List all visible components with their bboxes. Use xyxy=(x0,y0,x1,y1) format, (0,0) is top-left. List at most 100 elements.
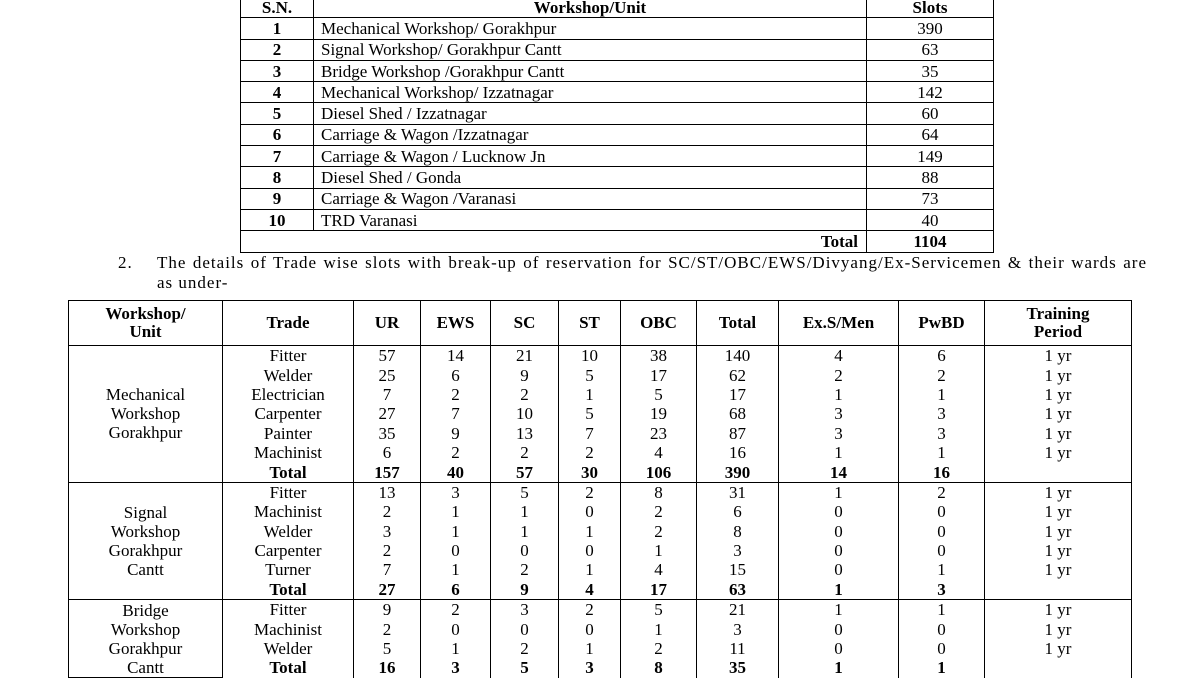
total-cell: Total xyxy=(222,658,354,678)
slots-cell: 40 xyxy=(866,208,994,232)
cell: 35 xyxy=(353,423,421,443)
cell: 13 xyxy=(353,481,421,503)
total-row: Total 1104 xyxy=(240,230,994,253)
cell: 62 xyxy=(696,365,779,385)
cell: Machinist xyxy=(222,442,354,463)
cell: 5 xyxy=(620,599,697,620)
cell: 8 xyxy=(696,521,779,541)
cell: 6 xyxy=(353,442,421,463)
row: Carpenter 2 0 0 0 1 3 0 0 1 yr xyxy=(69,540,1132,561)
sn-cell: 1 xyxy=(240,17,314,40)
cell: 0 xyxy=(558,502,621,522)
cell: Machinist xyxy=(222,502,354,522)
cell: 9 xyxy=(420,423,491,443)
cell: Carpenter xyxy=(222,540,354,561)
header-line: SC xyxy=(513,313,536,332)
name-cell: Diesel Shed / Gonda xyxy=(313,166,867,189)
cell: 1 xyxy=(420,502,491,522)
cell: 4 xyxy=(778,345,899,366)
cell: 1 yr xyxy=(984,404,1132,424)
slots-cell: 64 xyxy=(866,123,994,147)
row: Turner 7 1 2 1 4 15 0 1 1 yr xyxy=(69,560,1132,580)
cell: 1 yr xyxy=(984,345,1132,366)
cell: 5 xyxy=(558,365,621,385)
name-cell: Carriage & Wagon /Varanasi xyxy=(313,187,867,210)
total-cell: 16 xyxy=(898,462,985,483)
cell: 15 xyxy=(696,560,779,580)
cell: 1 xyxy=(420,560,491,580)
cell: 1 xyxy=(778,384,899,405)
cell: 0 xyxy=(778,540,899,561)
header-line: Ex.S/Men xyxy=(802,313,875,332)
cell: 9 xyxy=(353,599,421,620)
unit-line: Mechanical xyxy=(105,385,186,405)
sn-cell: 4 xyxy=(240,81,314,104)
row: Machinist 2 1 1 0 2 6 0 0 1 yr xyxy=(69,502,1132,522)
cell: 0 xyxy=(490,619,559,639)
cell: 3 xyxy=(490,599,559,620)
cell: Fitter xyxy=(222,345,354,366)
row: Welder 3 1 1 1 2 8 0 0 1 yr xyxy=(69,521,1132,541)
unit-line: Signal xyxy=(123,502,168,522)
cell: 1 yr xyxy=(984,540,1132,561)
cell: 25 xyxy=(353,365,421,385)
header-cell: Slots xyxy=(866,0,994,19)
row: 2 Signal Workshop/ Gorakhpur Cantt 63 xyxy=(240,38,994,61)
cell: 6 xyxy=(420,365,491,385)
cell: 1 xyxy=(778,481,899,503)
total-cell: 40 xyxy=(420,462,491,483)
cell: 5 xyxy=(620,384,697,405)
row: 10 TRD Varanasi 40 xyxy=(240,208,994,232)
cell: 1 xyxy=(420,521,491,541)
cell: 0 xyxy=(558,619,621,639)
header-line: Unit xyxy=(129,322,162,341)
cell: 1 xyxy=(620,619,697,639)
cell: 8 xyxy=(620,481,697,503)
name-cell: Carriage & Wagon / Lucknow Jn xyxy=(313,145,867,168)
header-cell: Ex.S/Men xyxy=(778,300,899,346)
header-cell: OBC xyxy=(620,300,697,346)
header-line: Training xyxy=(1026,304,1090,323)
unit-line: Gorakhpur xyxy=(108,638,183,658)
cell: Fitter xyxy=(222,599,354,620)
cell: 16 xyxy=(696,442,779,463)
row: 3 Bridge Workshop /Gorakhpur Cantt 35 xyxy=(240,59,994,83)
row: Mechanical Workshop Gorakhpur Fitter 57 14 21 1… xyxy=(68,345,1132,483)
header-cell: EWS xyxy=(420,300,491,346)
sn-cell: 3 xyxy=(240,59,314,83)
empty-cell xyxy=(984,579,1132,600)
cell: 7 xyxy=(420,404,491,424)
row: 9 Carriage & Wagon /Varanasi 73 xyxy=(240,187,994,210)
row: 8 Diesel Shed / Gonda 88 xyxy=(240,166,994,189)
cell: 1 xyxy=(558,384,621,405)
cell: Machinist xyxy=(222,619,354,639)
cell: 1 xyxy=(898,560,985,580)
paragraph: 2. The details of Trade wise slots with … xyxy=(118,253,1147,293)
sn-cell: 10 xyxy=(240,208,314,232)
total-cell: 157 xyxy=(353,462,421,483)
cell: 0 xyxy=(778,638,899,659)
cell: 1 xyxy=(620,540,697,561)
cell: 2 xyxy=(558,442,621,463)
cell: Welder xyxy=(222,638,354,659)
cell: 1 yr xyxy=(984,442,1132,463)
paragraph-text: The details of Trade wise slots with bre… xyxy=(157,253,1147,292)
cell: 0 xyxy=(898,521,985,541)
name-cell: Bridge Workshop /Gorakhpur Cantt xyxy=(313,59,867,83)
cell: Carpenter xyxy=(222,404,354,424)
name-cell: Diesel Shed / Izzatnagar xyxy=(313,102,867,125)
cell: 1 xyxy=(558,521,621,541)
cell: 17 xyxy=(620,365,697,385)
sn-cell: 6 xyxy=(240,123,314,147)
total-cell: 9 xyxy=(490,579,559,600)
total-cell: 106 xyxy=(620,462,697,483)
total-cell: 14 xyxy=(778,462,899,483)
row: 7 Carriage & Wagon / Lucknow Jn 149 xyxy=(240,145,994,168)
unit-cell: Mechanical Workshop Gorakhpur xyxy=(68,345,223,483)
total-cell: 4 xyxy=(558,579,621,600)
slots-cell: 73 xyxy=(866,187,994,210)
cell: 4 xyxy=(620,442,697,463)
header-cell: Total xyxy=(696,300,779,346)
cell: 17 xyxy=(696,384,779,405)
header-cell: Training Period xyxy=(984,300,1132,346)
